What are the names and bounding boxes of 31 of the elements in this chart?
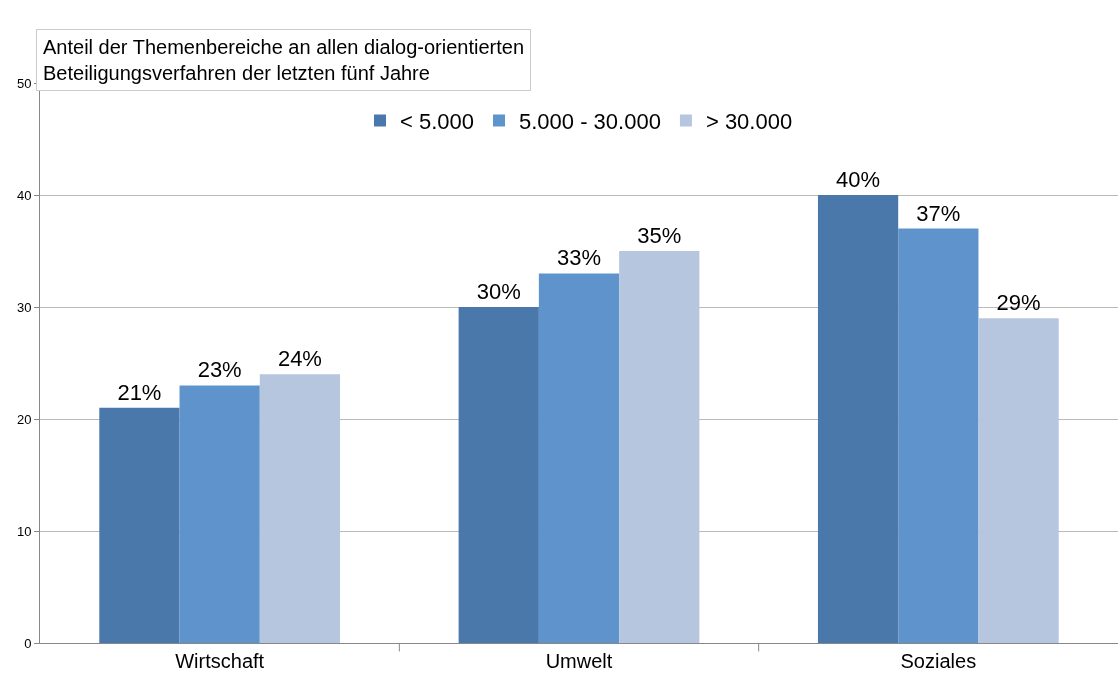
bar — [538, 273, 620, 643]
bar — [978, 318, 1059, 643]
data-label: 21% — [117, 379, 162, 405]
y-tick-label: 20 — [16, 411, 32, 427]
y-tick-label: 0 — [24, 635, 32, 651]
data-label: 24% — [277, 346, 322, 372]
legend-label: 5.000 - 30.000 — [519, 109, 661, 135]
y-tick-label: 10 — [16, 523, 32, 539]
x-tick-label: Umwelt — [545, 650, 613, 672]
data-label: 40% — [836, 167, 881, 192]
legend-label: > 30.000 — [705, 109, 793, 135]
bar — [817, 195, 899, 643]
chart-title: Anteil der Themenbereiche an allen dialog-orientierten Beteiligungsverfahren der letzten fünf Jahre — [43, 36, 525, 84]
data-label: 37% — [916, 200, 961, 226]
data-label: 29% — [996, 290, 1041, 316]
bar — [619, 251, 700, 643]
bar — [99, 407, 180, 643]
x-tick-label: Wirtschaft — [175, 650, 265, 672]
bar — [898, 228, 979, 643]
bar — [259, 374, 341, 643]
y-tick-label: 30 — [16, 299, 32, 315]
data-label: 33% — [556, 245, 602, 271]
bar — [179, 385, 260, 643]
data-label: 23% — [197, 357, 242, 383]
y-tick-label: 40 — [16, 187, 32, 203]
x-tick-label: Soziales — [900, 650, 977, 672]
bar — [458, 307, 539, 643]
legend-label: < 5.000 — [400, 109, 475, 135]
data-label: 35% — [637, 223, 682, 248]
data-label: 30% — [476, 279, 521, 304]
y-tick-label: 50 — [16, 75, 32, 91]
